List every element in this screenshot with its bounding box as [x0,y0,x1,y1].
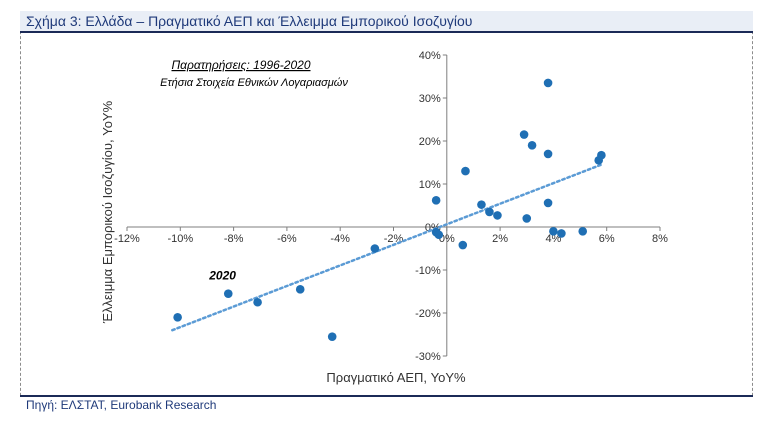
data-point [543,198,553,208]
data-point [458,240,468,250]
y-axis [442,54,448,357]
figure-title: Σχήμα 3: Ελλάδα – Πραγματικό ΑΕΠ και Έλλ… [26,13,473,29]
x-tick-label: -10% [167,233,193,245]
data-point [461,166,470,176]
data-point [173,313,182,322]
data-point [477,200,486,209]
data-point [223,289,233,298]
annotation-title: Παρατηρήσεις: 1996-2020 [171,58,310,72]
data-point [522,214,532,223]
x-tick-labels: -12% -10% -8% -6% -4% -2% 0% 2% 4% 6% 8% [114,233,668,245]
y-tick-label: -10% [415,265,441,277]
point-label-2020: 2020 [208,269,236,283]
y-tick-label: 10% [419,179,441,191]
figure-header: Σχήμα 3: Ελλάδα – Πραγματικό ΑΕΠ και Έλλ… [20,11,753,33]
x-tick-label: -8% [224,233,244,245]
data-point [485,207,494,217]
x-tick-label: 6% [599,233,615,245]
data-point [434,230,444,240]
data-point [557,229,566,238]
x-axis-label: Πραγματικό ΑΕΠ, YoY% [326,370,466,385]
annotation-subtitle: Ετήσια Στοιχεία Εθνικών Λογαριασμών [160,77,348,89]
data-point [493,211,502,220]
y-tick-label: 30% [419,93,441,105]
data-point [370,244,380,253]
y-tick-label: -20% [415,308,441,320]
data-point [431,196,441,205]
data-point [519,130,529,139]
y-tick-label: -30% [415,351,441,363]
data-point [543,78,553,88]
y-axis-label: Έλλειμμα Εμπορικού Ισοζυγίου, YoY% [100,100,115,324]
y-tick-label: 20% [419,136,441,148]
data-point [543,149,553,159]
y-tick-label: 40% [419,50,441,62]
source-note: Πηγή: ΕΛΣΤΑΤ, Eurobank Research [26,398,217,412]
trendline-layer [171,163,603,332]
x-tick-label: -12% [114,233,140,245]
x-tick-label: -6% [277,233,297,245]
x-tick-label: -4% [330,233,350,245]
x-tick-label: 4% [545,233,561,245]
figure-footer: Πηγή: ΕΛΣΤΑΤ, Eurobank Research [20,395,753,412]
data-point [578,227,588,236]
data-point [549,227,558,236]
x-tick-label: 2% [492,233,508,245]
x-tick-label: 8% [652,233,668,245]
data-point [527,141,537,150]
points-layer [173,78,606,341]
data-point [295,285,305,294]
trendline [171,163,603,332]
data-point [327,332,337,341]
data-point [597,150,606,160]
y-tick-labels: -30%-20%-10%0%10%20%30%40% [415,50,441,363]
data-point [253,297,262,307]
